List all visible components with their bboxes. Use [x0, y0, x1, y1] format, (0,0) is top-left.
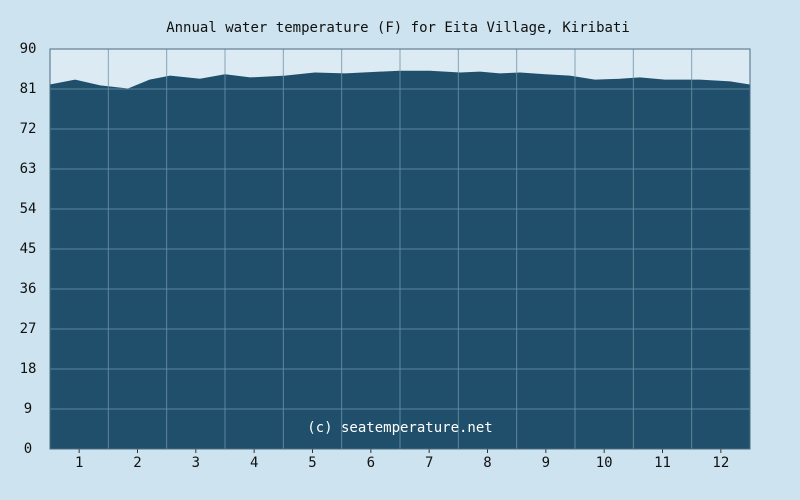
y-tick-label: 63: [20, 161, 37, 177]
y-tick-label: 27: [20, 321, 37, 337]
y-tick-label: 18: [20, 361, 37, 377]
x-tick-label: 6: [367, 455, 375, 471]
x-tick-label: 9: [542, 455, 550, 471]
y-tick-label: 45: [20, 241, 37, 257]
y-tick-label: 9: [24, 401, 32, 417]
plot-border: [49, 48, 751, 450]
x-tick-label: 1: [75, 455, 83, 471]
x-tick-label: 3: [192, 455, 200, 471]
watermark: (c) seatemperature.net: [307, 420, 492, 436]
y-tick-label: 54: [20, 201, 37, 217]
x-tick-label: 10: [596, 455, 613, 471]
x-tick-label: 4: [250, 455, 258, 471]
y-tick-label: 81: [20, 81, 37, 97]
x-tick-label: 12: [712, 455, 729, 471]
x-tick-label: 8: [483, 455, 491, 471]
y-tick-label: 72: [20, 121, 37, 137]
x-tick-label: 2: [133, 455, 141, 471]
x-tick-label: 5: [308, 455, 316, 471]
x-tick-label: 7: [425, 455, 433, 471]
x-tick-label: 11: [654, 455, 671, 471]
y-tick-label: 90: [20, 41, 37, 57]
chart-title: Annual water temperature (F) for Eita Vi…: [166, 20, 630, 36]
y-tick-label: 0: [24, 441, 32, 457]
y-tick-label: 36: [20, 281, 37, 297]
